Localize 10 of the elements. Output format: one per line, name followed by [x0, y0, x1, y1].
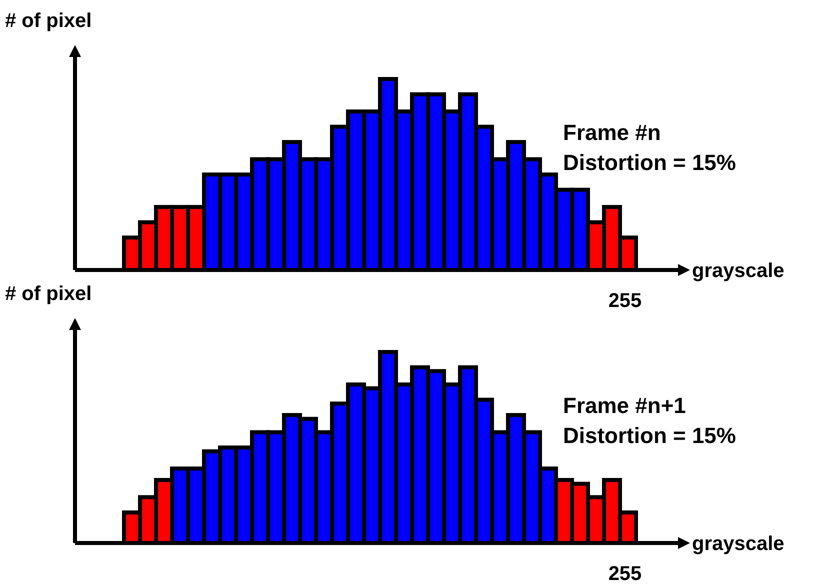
y-axis-title: # of pixel — [5, 283, 92, 305]
y-axis-title: # of pixel — [5, 10, 92, 32]
text: Frame #n+1 — [563, 393, 686, 418]
x-axis-title: grayscale — [692, 260, 784, 282]
text: 255 — [608, 563, 642, 584]
text: Distortion = 15% — [563, 423, 736, 448]
text: 255 — [608, 290, 642, 312]
text: Frame #n — [563, 120, 661, 145]
text: Distortion = 15% — [563, 150, 736, 175]
x-axis-title: grayscale — [692, 533, 784, 555]
